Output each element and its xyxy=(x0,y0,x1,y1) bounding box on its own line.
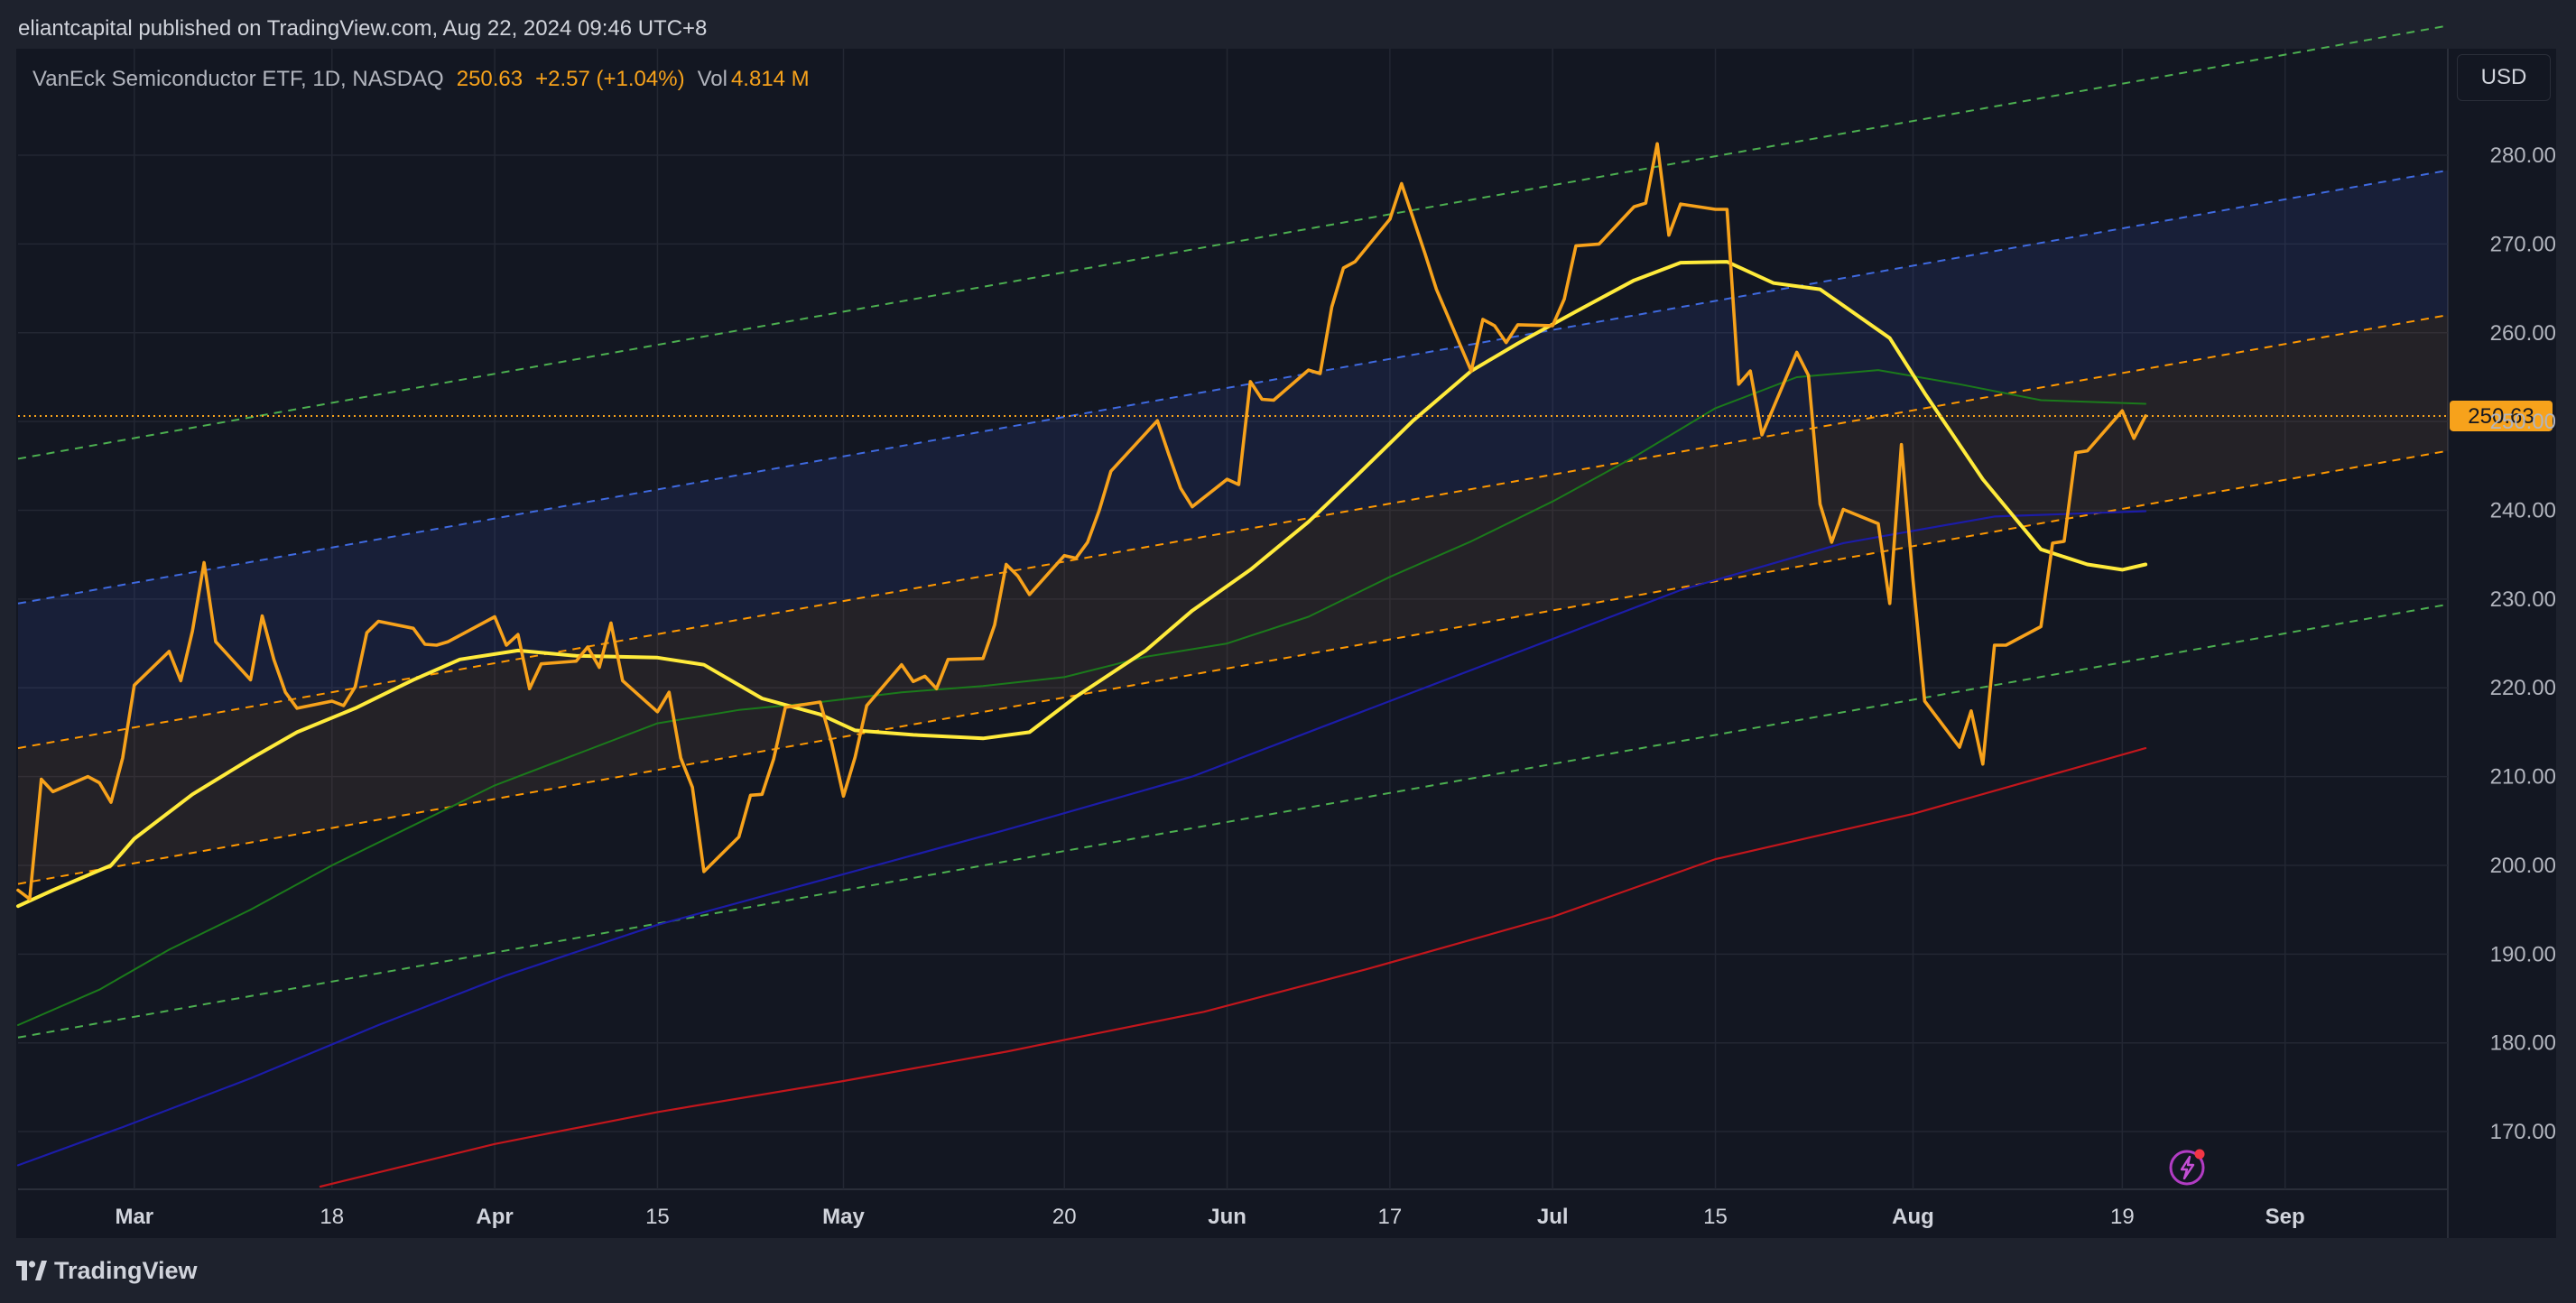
last-price-tag-bg xyxy=(2450,400,2553,431)
grid-lines xyxy=(18,49,2449,1238)
publisher-bar: eliantcapital published on TradingView.c… xyxy=(0,0,2576,49)
last-price-tag: 250.63 xyxy=(2468,404,2534,429)
volume-value: 4.814 M xyxy=(730,67,810,91)
sma-mid-line xyxy=(17,369,2147,1026)
x-tick-label: 15 xyxy=(1703,1205,1728,1229)
tradingview-logo-text: TradingView xyxy=(54,1256,198,1284)
symbol-name: VanEck Semiconductor ETF, 1D, NASDAQ xyxy=(32,67,444,91)
y-tick-label: 240.00 xyxy=(2490,499,2556,523)
channel-inner-upper-line xyxy=(17,169,2449,605)
y-tick-label: 280.00 xyxy=(2490,143,2556,168)
price-change: +2.57 (+1.04%) xyxy=(535,67,685,91)
sma-long-line xyxy=(16,510,2147,1167)
y-tick-label: 210.00 xyxy=(2490,765,2556,790)
x-tick-label: 19 xyxy=(2110,1205,2135,1229)
regression-channel-fills xyxy=(18,170,2448,884)
y-tick-label: 230.00 xyxy=(2490,587,2556,612)
price-series xyxy=(16,142,2147,901)
x-tick-label: May xyxy=(822,1205,865,1229)
channel-lower-band xyxy=(18,315,2448,884)
x-tick-label: 18 xyxy=(320,1205,344,1229)
tradingview-logo[interactable]: TradingView xyxy=(16,1257,198,1284)
y-tick-label: 270.00 xyxy=(2490,232,2556,256)
x-tick-label: Jun xyxy=(1208,1205,1246,1229)
last-price-line: 250.63 xyxy=(18,400,2553,431)
tradingview-logo-icon xyxy=(16,1261,47,1280)
footer-bar xyxy=(0,1238,2576,1303)
currency-button[interactable]: USD xyxy=(2457,54,2551,101)
legend: VanEck Semiconductor ETF, 1D, NASDAQ 250… xyxy=(32,67,810,92)
x-tick-label: Jul xyxy=(1537,1205,1569,1229)
x-tick-label: 20 xyxy=(1052,1205,1077,1229)
publisher-info: eliantcapital published on TradingView.c… xyxy=(18,16,708,41)
x-tick-label: Apr xyxy=(476,1205,513,1229)
last-price: 250.63 xyxy=(456,67,524,91)
lightning-icon[interactable] xyxy=(2168,1146,2210,1187)
x-tick-label: Sep xyxy=(2266,1205,2305,1229)
y-tick-label: 180.00 xyxy=(2490,1031,2556,1056)
price-line xyxy=(16,142,2147,901)
regression-channel-lines xyxy=(17,24,2449,1039)
y-tick-label: 250.00 xyxy=(2490,410,2556,434)
y-tick-label: 260.00 xyxy=(2490,321,2556,346)
sma-200-line xyxy=(319,746,2147,1188)
volume-label: Vol xyxy=(697,67,727,91)
channel-upper-band xyxy=(18,170,2448,749)
y-tick-label: 170.00 xyxy=(2490,1120,2556,1144)
x-tick-label: Mar xyxy=(115,1205,153,1229)
y-tick-label: 190.00 xyxy=(2490,942,2556,966)
channel-outer-lower-line xyxy=(17,603,2449,1039)
y-tick-label: 200.00 xyxy=(2490,854,2556,878)
sma-fast-line xyxy=(16,260,2148,909)
moving-averages xyxy=(16,260,2148,1188)
x-tick-label: Aug xyxy=(1892,1205,1934,1229)
channel-mid-lower-line xyxy=(17,449,2449,885)
channel-outer-upper-line xyxy=(17,24,2449,460)
x-tick-label: 17 xyxy=(1378,1205,1403,1229)
channel-center-line xyxy=(17,314,2449,750)
x-tick-label: 15 xyxy=(645,1205,670,1229)
y-tick-label: 220.00 xyxy=(2490,676,2556,700)
x-axis: Mar 18 Apr 15 May 20 Jun 17 Jul 15 Aug 19 Sep xyxy=(115,1205,2304,1229)
y-axis: 170.00 180.00 190.00 200.00 210.00 220.00 230.… xyxy=(2490,143,2556,1144)
